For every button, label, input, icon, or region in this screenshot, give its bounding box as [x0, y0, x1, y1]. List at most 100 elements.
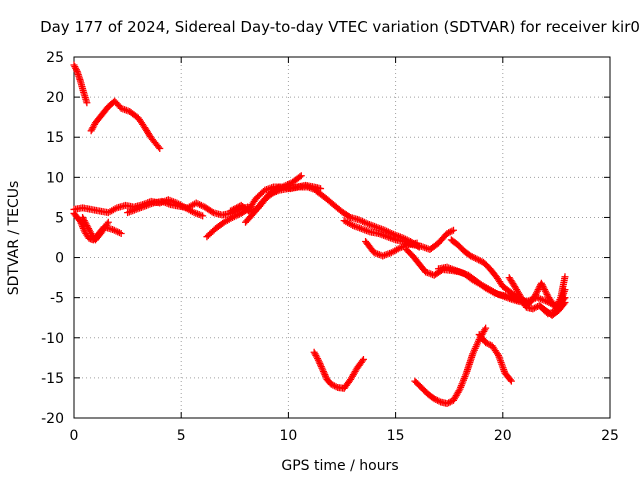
- data-point: [358, 357, 366, 365]
- series-arc-7: [203, 183, 320, 241]
- data-point: [71, 63, 79, 71]
- data-point: [547, 299, 555, 307]
- series-arc-22: [411, 324, 490, 408]
- data-point: [475, 256, 483, 264]
- data-point: [314, 355, 322, 363]
- data-point: [443, 229, 451, 237]
- data-point: [529, 305, 537, 313]
- data-point: [319, 367, 327, 375]
- data-point: [318, 364, 326, 372]
- data-point: [314, 356, 322, 364]
- data-point: [330, 382, 338, 390]
- data-point: [329, 381, 337, 389]
- data-point: [155, 143, 163, 151]
- data-point: [542, 289, 550, 297]
- data-point: [228, 206, 236, 214]
- data-point: [483, 339, 491, 347]
- data-point: [467, 252, 475, 260]
- data-point: [449, 226, 457, 234]
- x-tick-label: 0: [70, 428, 79, 444]
- grid: [74, 57, 610, 418]
- series-arc-1: [70, 61, 91, 107]
- y-tick-label: -5: [50, 291, 64, 307]
- data-point: [446, 398, 454, 406]
- data-point: [227, 207, 235, 215]
- data-point: [455, 387, 463, 395]
- x-axis-label: GPS time / hours: [281, 458, 398, 474]
- data-point: [317, 363, 325, 371]
- data-point: [103, 220, 111, 228]
- series-arc-6: [124, 197, 252, 219]
- data-point: [533, 287, 541, 295]
- series-arc-16: [434, 263, 528, 305]
- data-point: [199, 212, 207, 220]
- data-point: [481, 326, 489, 334]
- data-point: [485, 340, 493, 348]
- data-point: [545, 298, 553, 306]
- data-point: [432, 396, 440, 404]
- series-arc-23: [475, 331, 515, 385]
- data-point: [541, 286, 549, 294]
- data-point: [117, 229, 125, 237]
- data-point: [156, 144, 164, 152]
- data-point: [433, 396, 441, 404]
- data-point: [448, 227, 456, 235]
- data-point: [297, 172, 305, 180]
- data-point: [316, 359, 324, 367]
- data-point: [530, 304, 538, 312]
- data-point: [471, 254, 479, 262]
- data-point: [233, 204, 241, 212]
- data-point: [359, 355, 367, 363]
- data-point: [473, 255, 481, 263]
- series-arc-13: [362, 238, 421, 260]
- data-point: [446, 228, 454, 236]
- data-point: [482, 339, 490, 347]
- data-point: [470, 254, 478, 262]
- data-point: [543, 298, 551, 306]
- data-point: [72, 66, 80, 74]
- data-point: [540, 284, 548, 292]
- series-arc-21: [310, 348, 367, 392]
- data-point: [319, 366, 327, 374]
- plot-frame: [73, 56, 611, 419]
- data-point: [315, 358, 323, 366]
- data-point: [83, 99, 91, 107]
- data-point: [548, 300, 556, 308]
- data-point: [296, 173, 304, 181]
- y-tick-label: -10: [41, 331, 64, 347]
- data-point: [413, 239, 421, 247]
- data-point: [317, 361, 325, 369]
- data-point: [561, 273, 569, 281]
- y-tick-label: -15: [41, 371, 64, 387]
- x-tick-label: 10: [279, 428, 297, 444]
- y-tick-label: 0: [55, 251, 64, 267]
- data-point: [541, 287, 549, 295]
- chart-title: Day 177 of 2024, Sidereal Day-to-day VTE…: [40, 18, 640, 36]
- data-point: [70, 61, 78, 69]
- x-tick-label: 15: [387, 428, 405, 444]
- data-point: [332, 383, 340, 391]
- data-point: [538, 281, 546, 289]
- y-axis-label: SDTVAR / TECUs: [6, 181, 22, 296]
- data-point: [322, 372, 330, 380]
- data-point: [208, 208, 216, 216]
- x-tick-label: 5: [177, 428, 186, 444]
- axis-ticks: 0 5 10 15 20 25 -20 -15 -10 -5 0 5 10 15 20 25: [41, 50, 619, 444]
- data-point: [507, 377, 515, 385]
- data-point: [445, 229, 453, 237]
- data-points: [70, 61, 569, 408]
- data-point: [435, 397, 443, 405]
- series-arc-10: [267, 181, 325, 197]
- data-point: [321, 371, 329, 379]
- data-point: [104, 218, 112, 226]
- data-point: [537, 279, 545, 287]
- x-tick-label: 25: [601, 428, 619, 444]
- data-point: [72, 64, 80, 72]
- data-point: [430, 395, 438, 403]
- y-tick-label: 10: [46, 170, 64, 186]
- y-tick-label: 15: [46, 130, 64, 146]
- data-point: [534, 286, 542, 294]
- data-point: [443, 400, 451, 408]
- data-point: [476, 257, 484, 265]
